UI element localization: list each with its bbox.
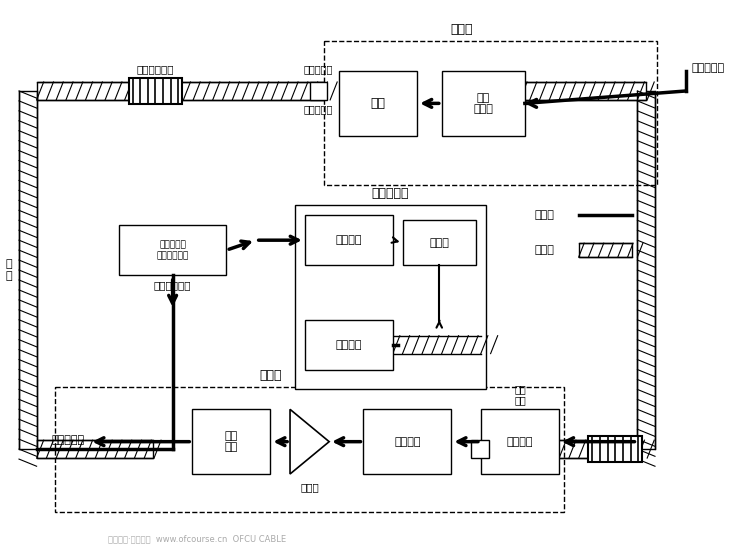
Bar	[325, 41, 657, 185]
Text: 电信号输出: 电信号输出	[51, 435, 85, 445]
Polygon shape	[579, 243, 632, 257]
Text: 再生中继器: 再生中继器	[371, 187, 409, 200]
Bar	[129, 78, 183, 104]
Text: 光纤
耦频: 光纤 耦频	[514, 384, 526, 405]
Polygon shape	[393, 336, 481, 353]
Text: 电信号: 电信号	[534, 210, 555, 220]
Text: 光纤耦合器
分路器合波器: 光纤耦合器 分路器合波器	[156, 241, 189, 260]
Polygon shape	[290, 409, 329, 474]
Text: 光
缆: 光 缆	[6, 259, 12, 281]
Text: 发端机: 发端机	[450, 23, 472, 36]
Bar	[442, 71, 525, 135]
Polygon shape	[481, 82, 646, 100]
Text: 光接收器: 光接收器	[394, 437, 421, 447]
Bar	[295, 205, 485, 389]
Text: 电信号输入: 电信号输入	[692, 63, 724, 73]
Polygon shape	[481, 440, 637, 458]
Text: 光纤接头器: 光纤接头器	[303, 64, 333, 74]
Bar	[588, 436, 643, 462]
Bar	[363, 409, 452, 474]
Bar	[305, 320, 393, 369]
Text: 接收端: 接收端	[260, 369, 281, 383]
Polygon shape	[637, 91, 655, 449]
Text: 放大器: 放大器	[300, 482, 319, 492]
Text: 光源: 光源	[371, 97, 385, 110]
Bar	[119, 225, 227, 275]
Bar	[192, 409, 270, 474]
Text: 电再生: 电再生	[429, 238, 449, 248]
Bar	[481, 409, 559, 474]
Text: 检测维护备份: 检测维护备份	[154, 280, 192, 290]
Bar	[339, 71, 417, 135]
Bar	[310, 82, 327, 100]
Polygon shape	[37, 440, 153, 458]
Text: 电流
驱动器: 电流 驱动器	[474, 92, 493, 114]
Text: 光信号: 光信号	[534, 245, 555, 255]
Bar	[471, 440, 488, 458]
Text: 光放大器: 光放大器	[507, 437, 533, 447]
Text: 光纤接头器: 光纤接头器	[303, 104, 333, 114]
Polygon shape	[37, 82, 325, 100]
Text: 光检波器: 光检波器	[336, 235, 362, 245]
Text: 信号
识别: 信号 识别	[224, 431, 238, 452]
Polygon shape	[19, 91, 37, 449]
Bar	[403, 220, 476, 265]
Text: 光发射器: 光发射器	[336, 340, 362, 349]
Text: 光纤通讯·通讯导购  www.ofcourse.cn  OFCU CABLE: 光纤通讯·通讯导购 www.ofcourse.cn OFCU CABLE	[108, 535, 286, 544]
Text: 光纤放大器盒: 光纤放大器盒	[137, 64, 174, 74]
Bar	[56, 388, 564, 512]
Bar	[305, 215, 393, 265]
